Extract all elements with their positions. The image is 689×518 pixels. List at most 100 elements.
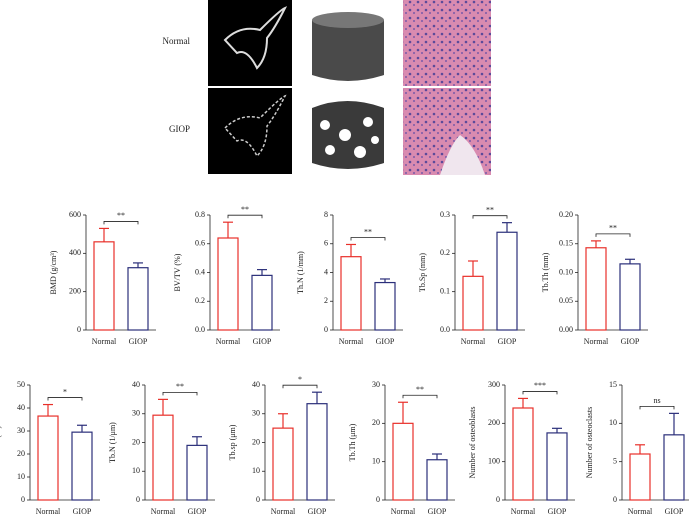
bar-chart: 0 10 20 30 40 Tb.N (1/μm) Normal GIOP ** [108,380,215,516]
y-tick-label: 600 [69,210,81,219]
significance-bracket [282,384,318,389]
y-tick-label: 40 [132,380,140,389]
x-tick-label: GIOP [548,507,567,516]
bar [306,403,328,501]
y-tick-label: 0.4 [195,267,205,276]
x-tick-label: GIOP [253,337,272,346]
y-tick-label: 0.8 [195,210,205,219]
y-tick-label: 300 [488,380,500,389]
y-tick-label: 0 [496,495,500,504]
y-tick-label: 10 [252,466,260,475]
y-tick-label: 0 [136,495,140,504]
micro-ct-2d [208,0,292,86]
y-tick-label: 50 [17,380,25,389]
x-tick-label: GIOP [129,337,148,346]
bar [93,241,115,331]
micro-ct-2d [208,88,292,174]
y-axis-label: Tb.Sp (mm) [418,253,427,292]
bar [462,275,484,331]
y-axis-label: Tb.sp (μm) [228,424,237,460]
histology [403,0,491,86]
y-tick-label: 15 [609,380,617,389]
y-tick-label: 2 [324,296,328,305]
significance-bracket [47,397,83,401]
y-axis-label: Number of osteoclasts [585,407,594,479]
bar [392,422,414,501]
significance-label: ** [241,205,249,214]
x-tick-label: GIOP [498,337,517,346]
significance-label: ** [416,385,424,394]
x-tick-label: Normal [92,337,117,346]
x-tick-label: Normal [36,507,61,516]
bar-chart: 0 10 20 30 40 50 Tb.Ar (%) Normal GIOP * [0,380,100,516]
x-tick-label: GIOP [73,507,92,516]
y-tick-label: 100 [488,456,500,465]
bar [127,267,149,331]
y-tick-label: 0.6 [195,239,205,248]
significance-label: * [298,375,302,384]
row-label: Normal [163,36,191,46]
row-label: GIOP [169,124,190,134]
x-tick-label: GIOP [308,507,327,516]
y-tick-label: 0 [21,495,25,504]
significance-bracket [227,214,263,219]
y-axis-label: BV/TV (%) [173,253,182,291]
x-tick-label: Normal [628,507,653,516]
significance-bracket [103,221,139,225]
x-tick-label: Normal [584,337,609,346]
x-tick-label: GIOP [428,507,447,516]
bar [546,432,568,501]
y-tick-label: 40 [252,380,260,389]
bar [340,256,362,331]
x-tick-label: Normal [151,507,176,516]
y-tick-label: 400 [69,248,81,257]
y-tick-label: 20 [17,449,25,458]
marrow-space [440,135,485,175]
bar-chart: 0 100 200 300 Number of osteoblasts Normal GIO… [468,380,575,516]
bar [217,237,239,331]
y-tick-label: 30 [252,409,260,418]
bar [37,415,59,501]
y-tick-label: 0 [324,325,328,334]
y-axis-label: Tb.N (1/μm) [108,422,117,463]
significance-label: ** [364,227,372,236]
bar-chart: 0 5 10 15 Number of osteoclasts Normal GIOP ns [585,380,689,516]
x-tick-label: Normal [339,337,364,346]
y-tick-label: 10 [609,418,617,427]
y-tick-label: 10 [372,456,380,465]
y-tick-label: 0.0 [440,325,450,334]
significance-bracket [595,233,631,237]
y-tick-label: 30 [372,380,380,389]
bar-chart: 0 200 400 600 BMD (g/cm³) Normal GIOP ** [49,210,156,346]
bar-chart: 0 10 20 30 40 Tb.sp (μm) Normal GIOP * [228,375,335,516]
y-tick-label: 0.1 [440,286,450,295]
y-axis-label: Number of osteoblasts [468,407,477,479]
bar [71,431,93,501]
y-tick-label: 30 [17,426,25,435]
x-tick-label: GIOP [665,507,684,516]
significance-label: ns [653,396,660,405]
bar-chart: 0 2 4 6 8 Th.N (1/mm) Normal GIOP ** [296,210,403,346]
y-tick-label: 4 [324,267,328,276]
significance-bracket [162,391,198,396]
bar-chart: 0.0 0.1 0.2 0.3 Tb.Sp (mm) Normal GIOP ** [418,205,525,346]
y-tick-label: 20 [252,437,260,446]
bar [629,453,651,501]
bar [512,407,534,501]
significance-bracket [522,391,558,395]
x-tick-label: Normal [511,507,536,516]
y-axis-label: BMD (g/cm³) [49,250,58,294]
y-tick-label: 0 [77,325,81,334]
bar [426,459,448,501]
y-tick-label: 0.00 [559,325,573,334]
y-tick-label: 10 [132,466,140,475]
significance-bracket [350,237,386,241]
bar [663,434,685,501]
x-tick-label: GIOP [188,507,207,516]
significance-bracket [402,394,438,399]
y-tick-label: 0.2 [440,248,450,257]
y-tick-label: 200 [69,286,81,295]
bar-chart: 0 10 20 30 Tb.Th (μm) Normal GIOP ** [348,380,455,516]
y-tick-label: 40 [17,403,25,412]
y-tick-label: 0 [376,495,380,504]
